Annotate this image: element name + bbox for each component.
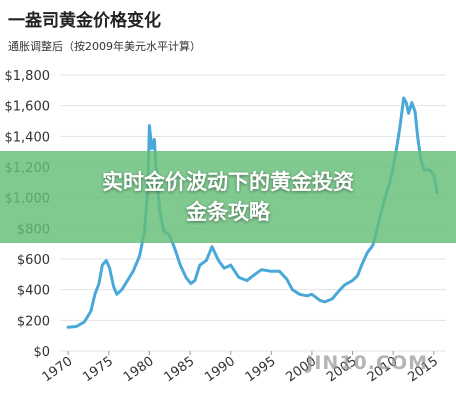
- watermark-logo: JIN10.COM: [306, 352, 428, 374]
- y-tick-label: $600: [17, 253, 50, 268]
- y-tick-label: $1,800: [5, 69, 51, 84]
- chart-title: 一盎司黄金价格变化: [8, 11, 161, 31]
- x-tick-label: 1985: [162, 354, 198, 385]
- chart-subtitle: 通胀调整后（按2009年美元水平计算）: [8, 40, 201, 53]
- y-tick-label: $400: [17, 284, 50, 299]
- x-tick-label: 1995: [243, 354, 279, 385]
- x-tick-label: 1980: [121, 354, 157, 385]
- headline-banner[interactable]: 实时金价波动下的黄金投资 金条攻略: [0, 151, 456, 243]
- banner-headline-line1: 实时金价波动下的黄金投资: [102, 170, 354, 194]
- y-tick-label: $200: [17, 314, 50, 329]
- x-tick-label: 1975: [80, 354, 116, 385]
- x-tick-label: 1990: [202, 354, 238, 385]
- y-tick-label: $0: [33, 345, 50, 360]
- banner-headline-line2: 金条攻略: [186, 200, 270, 224]
- y-tick-label: $1,400: [5, 130, 51, 145]
- y-tick-label: $1,600: [5, 100, 51, 115]
